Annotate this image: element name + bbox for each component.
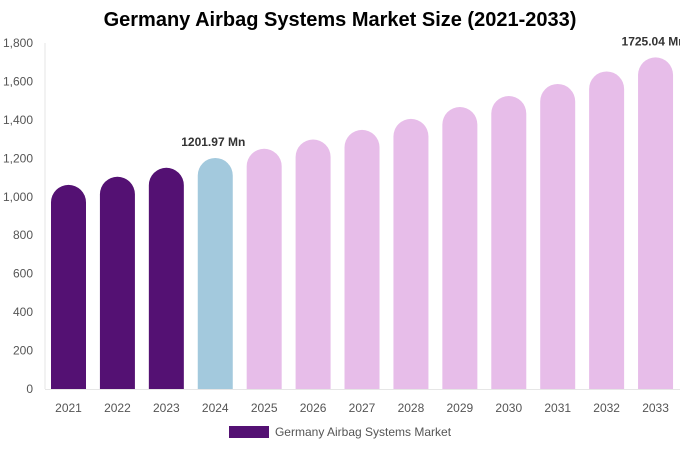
bar-2022 <box>99 176 135 389</box>
y-tick-label: 1,200 <box>3 151 33 165</box>
chart-title: Germany Airbag Systems Market Size (2021… <box>103 9 577 31</box>
bar-2031 <box>540 83 576 390</box>
y-tick-label: 1,600 <box>3 74 33 88</box>
y-tick-label: 400 <box>13 305 33 319</box>
x-tick-label: 2033 <box>642 401 669 415</box>
bar-2030 <box>491 96 527 390</box>
y-tick-label: 1,800 <box>3 36 33 50</box>
legend-label: Germany Airbag Systems Market <box>274 425 452 439</box>
bar-2029 <box>442 107 478 389</box>
bar-2024 <box>197 157 233 389</box>
bar-2027 <box>344 129 380 389</box>
y-tick-label: 1,400 <box>3 113 33 127</box>
data-label-2033: 1725.04 Mn <box>622 34 680 48</box>
x-tick-label: 2026 <box>300 401 327 415</box>
y-tick-label: 800 <box>13 228 33 242</box>
x-tick-label: 2031 <box>544 401 571 415</box>
y-tick-label: 0 <box>26 382 33 396</box>
y-tick-label: 200 <box>13 344 33 358</box>
bar-2021 <box>51 184 86 389</box>
bar-2025 <box>246 148 282 389</box>
data-label-2024: 1201.97 Mn <box>181 135 245 149</box>
legend-swatch <box>228 426 269 438</box>
x-tick-label: 2027 <box>349 401 376 415</box>
y-tick-label: 1,000 <box>3 190 33 204</box>
legend: Germany Airbag Systems Market <box>0 425 680 439</box>
x-tick-label: 2029 <box>447 401 474 415</box>
bar-2026 <box>295 139 331 389</box>
x-tick-label: 2021 <box>55 401 82 415</box>
y-tick-label: 600 <box>13 267 33 281</box>
x-tick-label: 2030 <box>495 401 522 415</box>
x-tick-label: 2025 <box>251 401 278 415</box>
x-tick-label: 2023 <box>153 401 180 415</box>
bar-2028 <box>393 118 429 389</box>
x-tick-label: 2024 <box>202 401 229 415</box>
bar-2023 <box>148 167 184 389</box>
x-tick-label: 2032 <box>593 401 620 415</box>
bar-2033 <box>638 57 674 389</box>
bar-2032 <box>589 71 625 390</box>
x-tick-label: 2028 <box>398 401 425 415</box>
x-tick-label: 2022 <box>104 401 131 415</box>
